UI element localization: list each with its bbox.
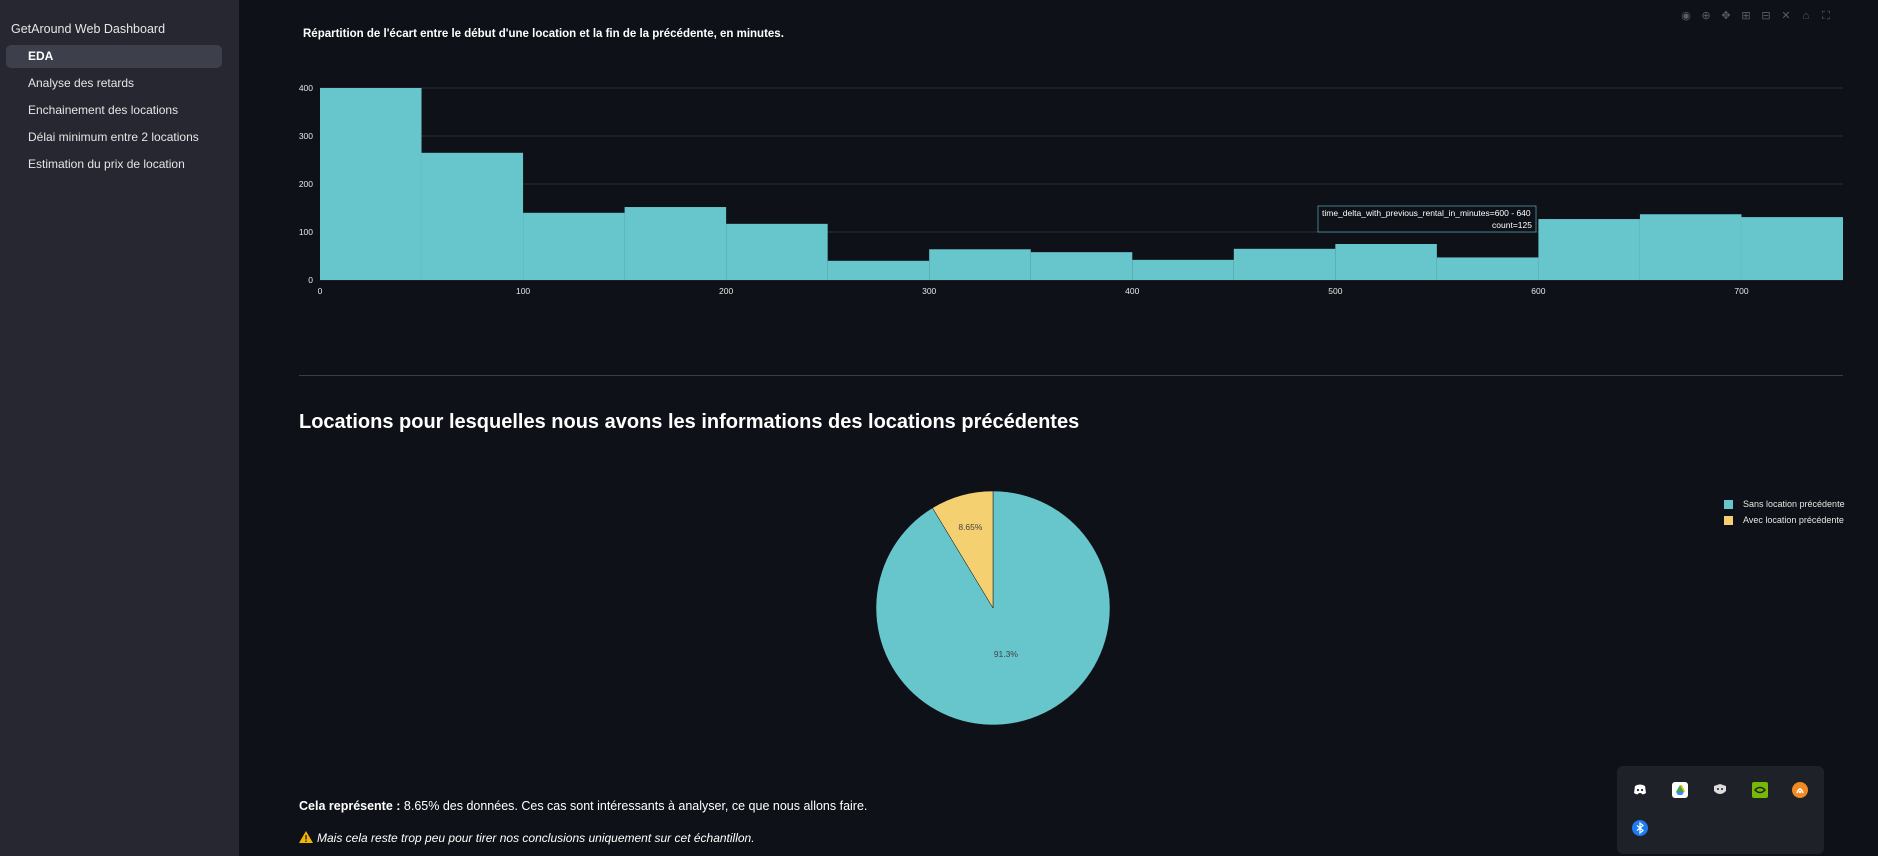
zoom-out-icon[interactable]: ⊟: [1761, 10, 1771, 22]
y-tick-label: 200: [299, 179, 313, 189]
pie-slice[interactable]: [875, 490, 1111, 726]
pan-icon[interactable]: ✥: [1721, 10, 1731, 22]
histogram-title: Répartition de l'écart entre le début d'…: [303, 28, 784, 40]
histogram-bar[interactable]: [1030, 252, 1133, 280]
pie-slice[interactable]: [932, 490, 994, 609]
plot-modebar: ◉ ⊕ ✥ ⊞ ⊟ ✕ ⌂ ⛶: [1680, 10, 1832, 22]
tooltip-line: count=125: [1492, 220, 1532, 230]
sidebar-item-label: Délai minimum entre 2 locations: [28, 130, 199, 144]
legend-swatch: [1724, 499, 1733, 509]
histogram-bar[interactable]: [1436, 257, 1539, 280]
histogram-bar[interactable]: [523, 212, 625, 280]
legend-item-avec[interactable]: Avec location précédente: [1724, 512, 1845, 528]
pie-legend: Sans location précédente Avec location p…: [1724, 496, 1845, 528]
histogram-bar[interactable]: [827, 260, 930, 280]
histogram-chart[interactable]: 0 100 200 300 400 0 100 200 300 400 500 600 700 time_…: [0, 0, 1878, 330]
warning-message: Mais cela reste trop peu pour tirer nos …: [317, 831, 755, 845]
sidebar-item-estimation-prix[interactable]: Estimation du prix de location: [6, 153, 222, 176]
x-tick-label: 100: [516, 286, 530, 296]
x-tick-label: 300: [922, 286, 936, 296]
y-tick-label: 300: [299, 131, 313, 141]
x-tick-label: 600: [1531, 286, 1545, 296]
histogram-bar[interactable]: [1639, 214, 1742, 280]
warning-text: Mais cela reste trop peu pour tirer nos …: [299, 831, 755, 845]
home-icon[interactable]: ⌂: [1802, 10, 1810, 22]
legend-swatch: [1724, 515, 1733, 525]
summary-rest: 8.65% des données. Ces cas sont intéress…: [400, 799, 868, 813]
divider: [299, 375, 1843, 376]
google-drive-icon[interactable]: [1672, 782, 1688, 798]
section-title: Locations pour lesquelles nous avons les…: [299, 411, 1080, 433]
histogram-bar[interactable]: [320, 88, 422, 280]
x-tick-label: 700: [1734, 286, 1748, 296]
ppp-icon[interactable]: [1712, 782, 1728, 798]
legend-label: Sans location précédente: [1743, 499, 1845, 509]
hover-tooltip: time_delta_with_previous_rental_in_minut…: [1317, 205, 1537, 233]
app-title: GetAround Web Dashboard: [11, 22, 166, 36]
sidebar-item-label: Enchainement des locations: [28, 103, 179, 117]
summary-bold: Cela représente :: [299, 799, 401, 813]
histogram-bar[interactable]: [624, 207, 727, 280]
histogram-bar[interactable]: [1741, 217, 1843, 280]
zoom-icon[interactable]: ⊕: [1701, 10, 1711, 22]
system-tray-popup: [1617, 766, 1824, 854]
fullscreen-icon[interactable]: ⛶: [1822, 10, 1830, 22]
histogram-bar[interactable]: [1233, 248, 1336, 280]
pie-slice-label: 8.65%: [958, 522, 983, 532]
x-tick-label: 200: [719, 286, 733, 296]
histogram-bar[interactable]: [1335, 244, 1437, 280]
histogram-bar[interactable]: [1132, 259, 1234, 280]
summary-text: Cela représente : 8.65% des données. Ces…: [299, 799, 867, 813]
x-tick-label: 400: [1125, 286, 1139, 296]
y-tick-label: 0: [308, 275, 313, 285]
histogram-bar[interactable]: [929, 249, 1031, 280]
histogram-bar[interactable]: [726, 223, 828, 280]
legend-label: Avec location précédente: [1743, 515, 1844, 525]
sidebar-item-eda[interactable]: EDA: [6, 45, 222, 68]
x-tick-label: 0: [318, 286, 323, 296]
warning-icon: [299, 831, 313, 843]
y-tick-label: 400: [299, 83, 313, 93]
discord-icon[interactable]: [1632, 782, 1648, 798]
sidebar-item-analyse-retards[interactable]: Analyse des retards: [6, 72, 222, 95]
audio-relay-icon[interactable]: [1792, 782, 1808, 798]
camera-icon[interactable]: ◉: [1681, 10, 1691, 22]
histogram-bar[interactable]: [421, 152, 524, 280]
sidebar-item-label: EDA: [28, 49, 54, 63]
sidebar-item-delai-minimum[interactable]: Délai minimum entre 2 locations: [6, 126, 222, 149]
nvidia-icon[interactable]: [1752, 782, 1768, 798]
histogram-bar[interactable]: [1538, 219, 1640, 280]
zoom-in-icon[interactable]: ⊞: [1741, 10, 1751, 22]
sidebar-item-label: Estimation du prix de location: [28, 157, 185, 171]
sidebar-item-label: Analyse des retards: [28, 76, 135, 90]
sidebar-item-enchainement[interactable]: Enchainement des locations: [6, 99, 222, 122]
autoscale-icon[interactable]: ✕: [1781, 10, 1791, 22]
legend-item-sans[interactable]: Sans location précédente: [1724, 496, 1845, 512]
pie-slice-label: 91.3%: [994, 649, 1019, 659]
bluetooth-icon[interactable]: [1632, 820, 1648, 836]
y-tick-label: 100: [299, 227, 313, 237]
sidebar-nav: EDA Analyse des retards Enchainement des…: [6, 45, 222, 180]
tooltip-line: time_delta_with_previous_rental_in_minut…: [1322, 208, 1531, 218]
sidebar: GetAround Web Dashboard EDA Analyse des …: [0, 0, 239, 856]
x-tick-label: 500: [1328, 286, 1342, 296]
